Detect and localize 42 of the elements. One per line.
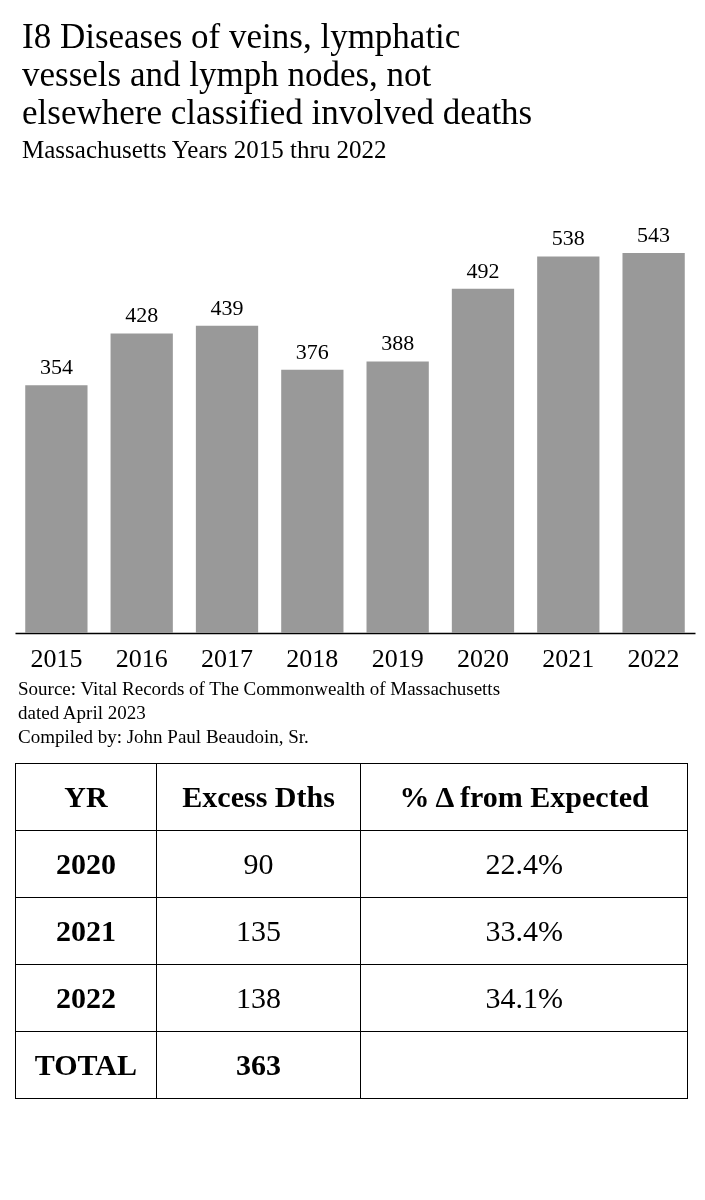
category-label: YR (15, 763, 157, 831)
chart-title: I8 Diseases of veins, lymphatic vessels and lymph nodes, not elsewhere classified involved deaths (22, 17, 534, 132)
text: 33.4% (485, 914, 563, 947)
text: 138 (236, 981, 282, 1014)
bar (281, 369, 344, 633)
text: 363 (236, 1048, 282, 1081)
data-label: 354 (39, 354, 73, 380)
category-label: 2022 (55, 981, 116, 1014)
bar (25, 385, 88, 633)
category-label: 2020 (55, 847, 116, 880)
x-tick-label: 2017 (201, 643, 254, 673)
x-tick-label: 2022 (627, 643, 680, 673)
bar (537, 256, 600, 633)
bar (622, 253, 685, 633)
x-tick-label: 2016 (115, 643, 168, 673)
data-label: 428 (125, 302, 159, 328)
text: 135 (236, 914, 282, 947)
x-tick-label: 2015 (30, 643, 83, 673)
source-note: Source: Vital Records of The Commonwealth of Massachusetts dated April 2023 (18, 677, 502, 725)
data-label: 538 (551, 225, 585, 251)
bar (110, 333, 173, 633)
x-tick-label: 2020 (456, 643, 509, 673)
x-tick-label: 2019 (371, 643, 424, 673)
category-label: Excess Dths (156, 763, 361, 831)
data-label: 543 (637, 222, 671, 247)
x-tick-label: 2018 (286, 643, 339, 673)
category-label: TOTAL (34, 1048, 138, 1081)
category-label: 2021 (55, 914, 116, 947)
data-label: 388 (381, 330, 415, 356)
x-tick-label: 2021 (542, 643, 595, 673)
chart-subtitle: Massachusetts Years 2015 thru 2022 (22, 136, 388, 164)
bar (366, 361, 429, 633)
bar (195, 325, 259, 633)
text: Compiled by: John Paul Beaudoin, Sr. (18, 725, 310, 749)
data-label: 439 (210, 294, 244, 320)
text: 34.1% (485, 981, 563, 1014)
category-label: % Δ from Expected (360, 763, 688, 831)
bar (451, 288, 515, 633)
text: 22.4% (485, 847, 563, 880)
data-label: 376 (295, 338, 329, 364)
data-label: 492 (466, 257, 500, 283)
text: 90 (243, 847, 274, 880)
